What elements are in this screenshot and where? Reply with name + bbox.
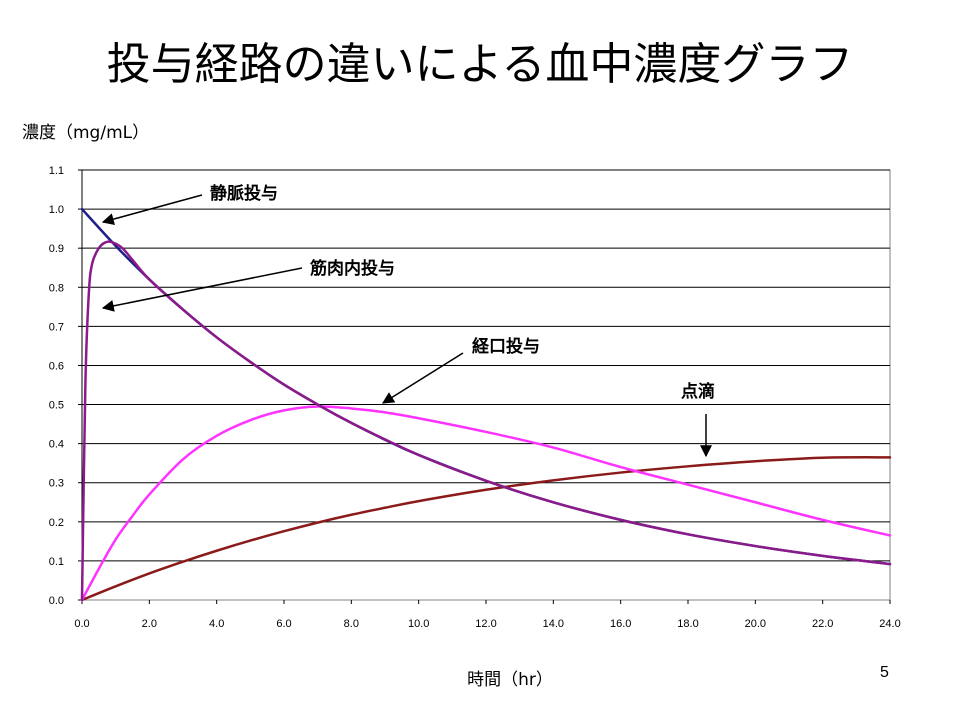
callout-im-arrow [101, 267, 303, 312]
x-tick-label: 4.0 [209, 618, 224, 630]
series-line-drip [80, 456, 892, 602]
y-tick-label: 0.8 [49, 282, 64, 294]
y-tick-label: 0.1 [49, 556, 64, 568]
y-tick-label: 0.6 [49, 360, 64, 372]
callout-iv-arrow [101, 194, 203, 225]
callout-im-label: 筋肉内投与 [309, 258, 395, 279]
callout-iv-label: 静脈投与 [210, 183, 278, 204]
x-tick-label: 2.0 [142, 618, 157, 630]
x-axis-title: 時間（hr） [467, 670, 553, 690]
y-tick-label: 0.0 [49, 595, 64, 607]
y-axis-title: 濃度（mg/mL） [22, 123, 150, 143]
series-line-oral [80, 405, 892, 602]
x-tick-label: 22.0 [812, 618, 833, 630]
x-tick-label: 6.0 [276, 618, 291, 630]
x-tick-label: 10.0 [408, 618, 429, 630]
callout-oral-label: 経口投与 [472, 336, 540, 357]
x-tick-label: 18.0 [677, 618, 698, 630]
x-tick-label: 8.0 [344, 618, 359, 630]
x-tick-label: 0.0 [74, 618, 89, 630]
y-tick-label: 0.9 [49, 243, 64, 255]
series-line-im [80, 240, 892, 602]
y-tick-label: 0.7 [49, 321, 64, 333]
x-tick-label: 12.0 [475, 618, 496, 630]
y-tick-label: 0.4 [49, 439, 64, 451]
y-tick-label: 1.0 [49, 204, 64, 216]
x-tick-label: 24.0 [879, 618, 900, 630]
y-tick-label: 0.2 [49, 517, 64, 529]
y-tick-label: 0.3 [49, 478, 64, 490]
x-tick-label: 14.0 [543, 618, 564, 630]
y-tick-label: 1.1 [49, 165, 64, 177]
callout-oral-arrow [381, 352, 464, 404]
page-number: 5 [880, 664, 889, 681]
x-tick-label: 20.0 [745, 618, 766, 630]
y-tick-label: 0.5 [49, 400, 64, 412]
plot-area [81, 169, 891, 601]
x-tick-label: 16.0 [610, 618, 631, 630]
callout-drip-label: 点滴 [681, 381, 715, 402]
slide-title: 投与経路の違いによる血中濃度グラフ [106, 39, 854, 90]
